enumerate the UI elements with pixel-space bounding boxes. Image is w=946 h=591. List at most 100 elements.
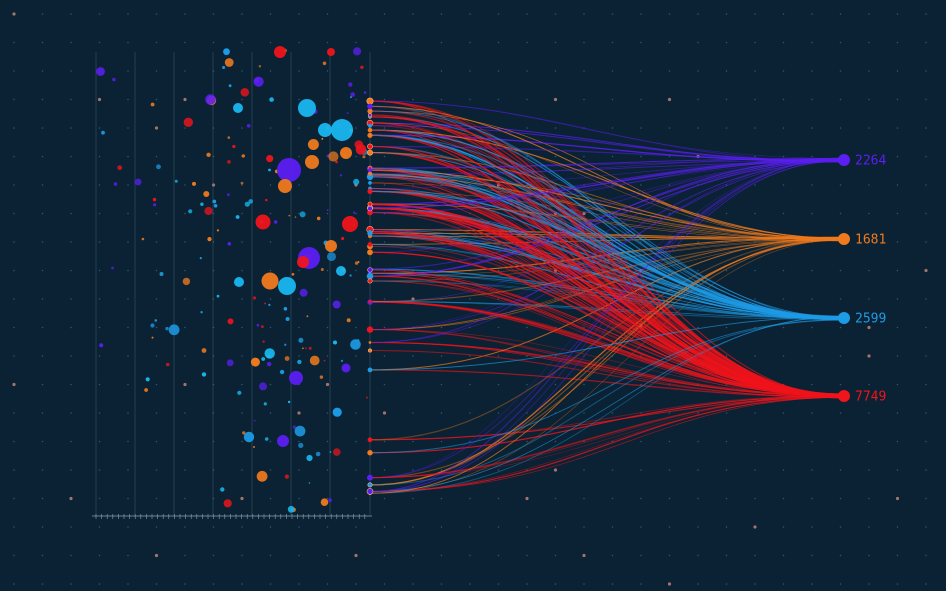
scatter-bubble: [253, 446, 255, 448]
grid-dot: [868, 98, 870, 101]
scatter-bubble: [356, 339, 360, 342]
grid-dot: [896, 98, 899, 101]
grid-dot: [412, 412, 414, 414]
target-node-blue[interactable]: [838, 312, 850, 324]
grid-dot: [725, 554, 728, 557]
grid-dot: [583, 13, 585, 15]
flow-line: [371, 152, 845, 241]
scatter-bubble: [297, 256, 309, 268]
grid-dot: [554, 13, 557, 15]
scatter-bubble: [308, 482, 311, 484]
grid-dot: [811, 298, 813, 300]
grid-dot: [241, 13, 243, 15]
grid-dot: [355, 526, 357, 528]
grid-dot: [440, 554, 443, 557]
grid-dot: [98, 127, 101, 129]
scatter-bubble: [322, 61, 327, 66]
scatter-bubble: [235, 215, 240, 219]
flow-line: [371, 236, 845, 486]
scatter-bubble: [101, 130, 105, 135]
scatter-bubble: [220, 487, 225, 492]
scatter-bubble: [159, 272, 164, 276]
grid-dot: [70, 326, 72, 329]
grid-dot: [98, 526, 101, 528]
grid-dot: [298, 326, 300, 329]
flow-line: [371, 190, 845, 318]
grid-dot: [640, 497, 642, 500]
grid-dot: [668, 184, 671, 186]
grid-dot: [811, 13, 813, 15]
grid-dot: [326, 497, 329, 500]
grid-dot: [839, 184, 842, 186]
grid-dot: [896, 212, 899, 215]
source-nodes: [366, 97, 374, 495]
source-node: [367, 113, 372, 118]
grid-dot: [868, 13, 870, 15]
grid-dot: [13, 70, 15, 72]
grid-dot: [811, 440, 813, 443]
grid-dot: [497, 469, 500, 471]
grid-dot: [70, 184, 72, 186]
flow-line: [371, 159, 845, 213]
flow-line: [371, 272, 845, 320]
grid-dot: [668, 526, 671, 528]
grid-dot: [868, 298, 870, 300]
grid-dot: [70, 241, 72, 243]
grid-dot: [298, 526, 300, 528]
grid-dot: [583, 497, 585, 500]
grid-dot: [896, 526, 899, 528]
scatter-bubble: [328, 498, 332, 503]
grid-dot: [212, 583, 215, 585]
scatter-bubble: [248, 199, 253, 204]
grid-dot: [611, 554, 614, 557]
target-node-red[interactable]: [838, 390, 850, 402]
grid-dot: [925, 497, 927, 500]
grid-dot: [355, 383, 357, 386]
grid-dot: [127, 383, 129, 386]
grid-dot: [640, 155, 642, 158]
flow-line: [371, 393, 845, 478]
scatter-bubble: [113, 182, 118, 186]
grid-dot: [355, 155, 357, 158]
grid-dot: [13, 269, 15, 272]
grid-dot: [184, 127, 186, 129]
grid-dot: [127, 497, 129, 500]
grid-dot: [98, 440, 101, 443]
grid-dot: [583, 469, 585, 471]
grid-dot: [269, 440, 272, 443]
grid-dot: [241, 583, 243, 585]
grid-dot: [896, 440, 899, 443]
flow-line: [371, 161, 845, 343]
grid-dot: [41, 70, 44, 72]
scatter-bubble: [299, 288, 308, 297]
scatter-bubble: [321, 137, 324, 140]
grid-dot: [697, 41, 699, 44]
grid-dot: [611, 497, 614, 500]
grid-dot: [554, 526, 557, 528]
scatter-bubble: [274, 46, 286, 58]
grid-dot: [754, 412, 756, 414]
grid-dot: [497, 298, 500, 300]
grid-dot: [925, 70, 927, 72]
grid-dot: [241, 412, 243, 414]
grid-dot: [298, 269, 300, 272]
grid-dot: [895, 496, 900, 501]
scatter-bubble: [333, 448, 341, 456]
scatter-bubble: [299, 211, 306, 218]
flow-line: [371, 239, 845, 330]
grid-dot: [355, 583, 357, 585]
grid-dot: [469, 412, 471, 414]
grid-dot: [13, 241, 15, 243]
grid-dot: [41, 41, 44, 44]
grid-dot: [383, 497, 386, 500]
grid-dot: [326, 184, 329, 186]
grid-dot: [725, 526, 728, 528]
grid-dot: [725, 41, 728, 44]
target-node-orange[interactable]: [838, 233, 850, 245]
target-node-purple[interactable]: [838, 154, 850, 166]
scatter-bubble: [315, 451, 321, 457]
scatter-bubble: [336, 266, 346, 276]
scatter-bubble: [268, 168, 271, 172]
grid-dot: [811, 497, 813, 500]
grid-dot: [70, 98, 72, 101]
